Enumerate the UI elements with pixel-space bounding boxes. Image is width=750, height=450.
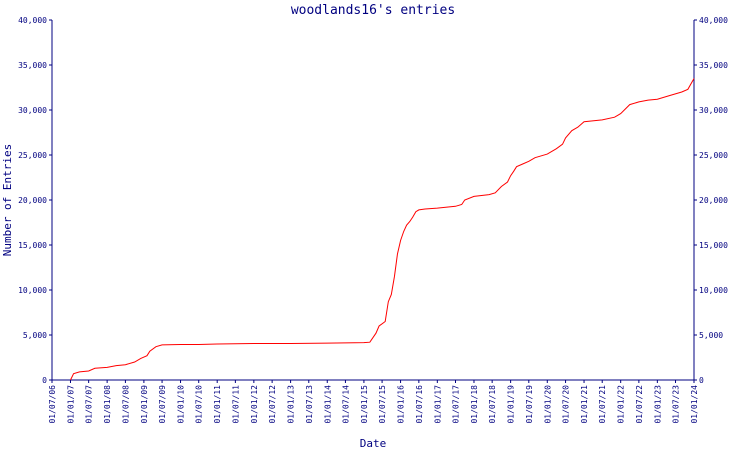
x-tick-label: 01/07/17 <box>451 385 460 424</box>
x-tick-label: 01/07/10 <box>195 385 204 424</box>
x-tick-label: 01/07/09 <box>158 385 167 424</box>
x-tick-label: 01/01/13 <box>287 385 296 424</box>
x-tick-label: 01/07/16 <box>415 385 424 424</box>
y-tick-label-left: 35,000 <box>18 61 47 70</box>
y-tick-label-left: 20,000 <box>18 196 47 205</box>
y-tick-label-right: 25,000 <box>699 151 728 160</box>
x-tick-label: 01/07/23 <box>672 385 681 424</box>
x-tick-label: 01/07/21 <box>598 385 607 424</box>
x-tick-label: 01/01/10 <box>177 385 186 424</box>
y-tick-label-left: 15,000 <box>18 241 47 250</box>
x-tick-label: 01/07/18 <box>488 385 497 424</box>
y-tick-label-left: 30,000 <box>18 106 47 115</box>
x-tick-label: 01/01/22 <box>617 385 626 424</box>
x-tick-label: 01/07/12 <box>268 385 277 424</box>
x-tick-label: 01/07/22 <box>635 385 644 424</box>
y-ticks: 0 0 5,000 5,000 10,000 10,000 15,000 15,000 20,0… <box>18 16 728 385</box>
x-ticks: 01/07/06 01/01/07 01/07/07 01/01/08 01/07/08… <box>48 380 699 424</box>
y-tick-label-right: 40,000 <box>699 16 728 25</box>
x-tick-label: 01/01/07 <box>66 385 75 424</box>
y-tick-label-left: 40,000 <box>18 16 47 25</box>
x-tick-label: 01/07/07 <box>85 385 94 424</box>
x-tick-label: 01/07/11 <box>231 385 240 424</box>
y-tick-label-left: 25,000 <box>18 151 47 160</box>
x-tick-label: 01/01/12 <box>250 385 259 424</box>
x-tick-label: 01/01/20 <box>543 385 552 424</box>
x-axis-label: Date <box>360 437 387 450</box>
y-tick-label-right: 5,000 <box>699 331 723 340</box>
y-tick-label-left: 10,000 <box>18 286 47 295</box>
x-tick-label: 01/07/14 <box>341 385 350 424</box>
chart-title: woodlands16's entries <box>291 3 455 18</box>
y-tick-label-left: 5,000 <box>23 331 47 340</box>
x-tick-label: 01/01/14 <box>323 385 332 424</box>
y-tick-label-right: 30,000 <box>699 106 728 115</box>
y-tick-label-right: 15,000 <box>699 241 728 250</box>
x-tick-label: 01/01/19 <box>507 385 516 424</box>
x-tick-label: 01/07/13 <box>305 385 314 424</box>
y-tick-label-left: 0 <box>42 376 47 385</box>
y-tick-label-right: 20,000 <box>699 196 728 205</box>
x-tick-label: 01/01/17 <box>433 385 442 424</box>
x-tick-label: 01/01/16 <box>397 385 406 424</box>
x-tick-label: 01/07/20 <box>562 385 571 424</box>
y-tick-label-right: 0 <box>699 376 704 385</box>
x-tick-label: 01/07/06 <box>48 385 57 424</box>
x-tick-label: 01/01/09 <box>140 385 149 424</box>
x-tick-label: 01/07/15 <box>378 385 387 424</box>
x-tick-label: 01/07/08 <box>121 385 130 424</box>
x-tick-label: 01/01/18 <box>470 385 479 424</box>
y-tick-label-right: 35,000 <box>699 61 728 70</box>
x-tick-label: 01/01/21 <box>580 385 589 424</box>
x-tick-label: 01/01/15 <box>360 385 369 424</box>
y-tick-label-right: 10,000 <box>699 286 728 295</box>
x-tick-label: 01/01/23 <box>653 385 662 424</box>
series-line <box>70 78 695 381</box>
y-axis-label: Number of Entries <box>1 144 14 257</box>
x-tick-label: 01/01/24 <box>690 385 699 424</box>
x-tick-label: 01/07/19 <box>525 385 534 424</box>
x-tick-label: 01/01/11 <box>213 385 222 424</box>
x-tick-label: 01/01/08 <box>103 385 112 424</box>
